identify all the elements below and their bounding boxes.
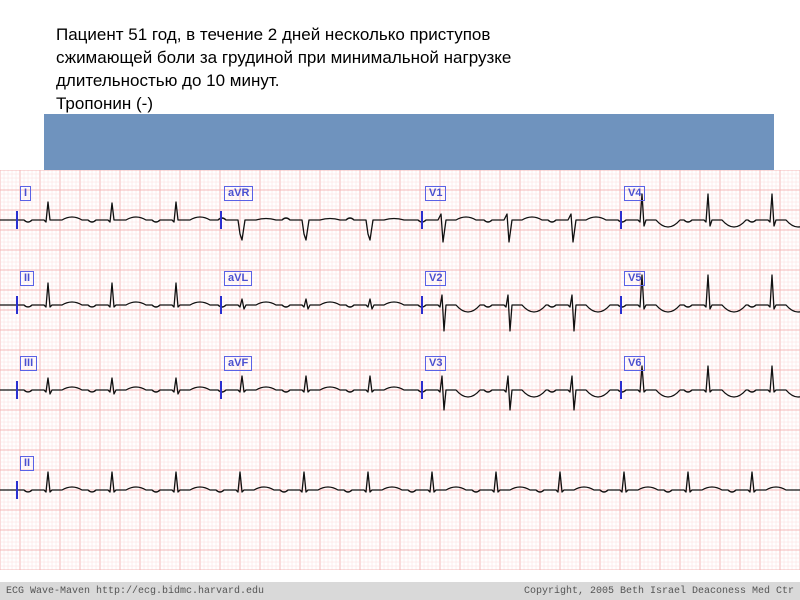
- clinical-line-2: сжимающей боли за грудиной при минимальн…: [56, 47, 716, 70]
- title-bar: [44, 114, 774, 170]
- lead-label-v1: V1: [425, 186, 446, 201]
- lead-label-iii: III: [20, 356, 37, 371]
- lead-divider: [220, 296, 222, 314]
- lead-divider: [421, 296, 423, 314]
- lead-divider: [16, 481, 18, 499]
- lead-label-v3: V3: [425, 356, 446, 371]
- clinical-line-3: длительностью до 10 минут.: [56, 70, 716, 93]
- lead-label-avf: aVF: [224, 356, 252, 371]
- lead-label-ii: II: [20, 271, 34, 286]
- lead-label-v6: V6: [624, 356, 645, 371]
- clinical-line-4: Тропонин (-): [56, 93, 716, 116]
- lead-divider: [620, 296, 622, 314]
- clinical-summary: Пациент 51 год, в течение 2 дней несколь…: [56, 24, 716, 116]
- ecg-strip: IaVR V1 V4 II aVL V2 V5 III aVF V3 V6 II: [0, 170, 800, 570]
- lead-label-avl: aVL: [224, 271, 252, 286]
- lead-label-ii: II: [20, 456, 34, 471]
- lead-label-avr: aVR: [224, 186, 253, 201]
- footer-left: ECG Wave-Maven http://ecg.bidmc.harvard.…: [6, 586, 264, 597]
- lead-divider: [220, 381, 222, 399]
- lead-label-v5: V5: [624, 271, 645, 286]
- lead-divider: [220, 211, 222, 229]
- lead-divider: [16, 381, 18, 399]
- lead-label-v4: V4: [624, 186, 645, 201]
- lead-divider: [620, 211, 622, 229]
- lead-label-i: I: [20, 186, 31, 201]
- lead-divider: [16, 296, 18, 314]
- lead-divider: [16, 211, 18, 229]
- lead-divider: [620, 381, 622, 399]
- ecg-trace: [0, 170, 800, 570]
- footer-right: Copyright, 2005 Beth Israel Deaconess Me…: [524, 586, 794, 597]
- footer-bar: ECG Wave-Maven http://ecg.bidmc.harvard.…: [0, 582, 800, 600]
- lead-divider: [421, 381, 423, 399]
- clinical-line-1: Пациент 51 год, в течение 2 дней несколь…: [56, 24, 716, 47]
- lead-label-v2: V2: [425, 271, 446, 286]
- lead-divider: [421, 211, 423, 229]
